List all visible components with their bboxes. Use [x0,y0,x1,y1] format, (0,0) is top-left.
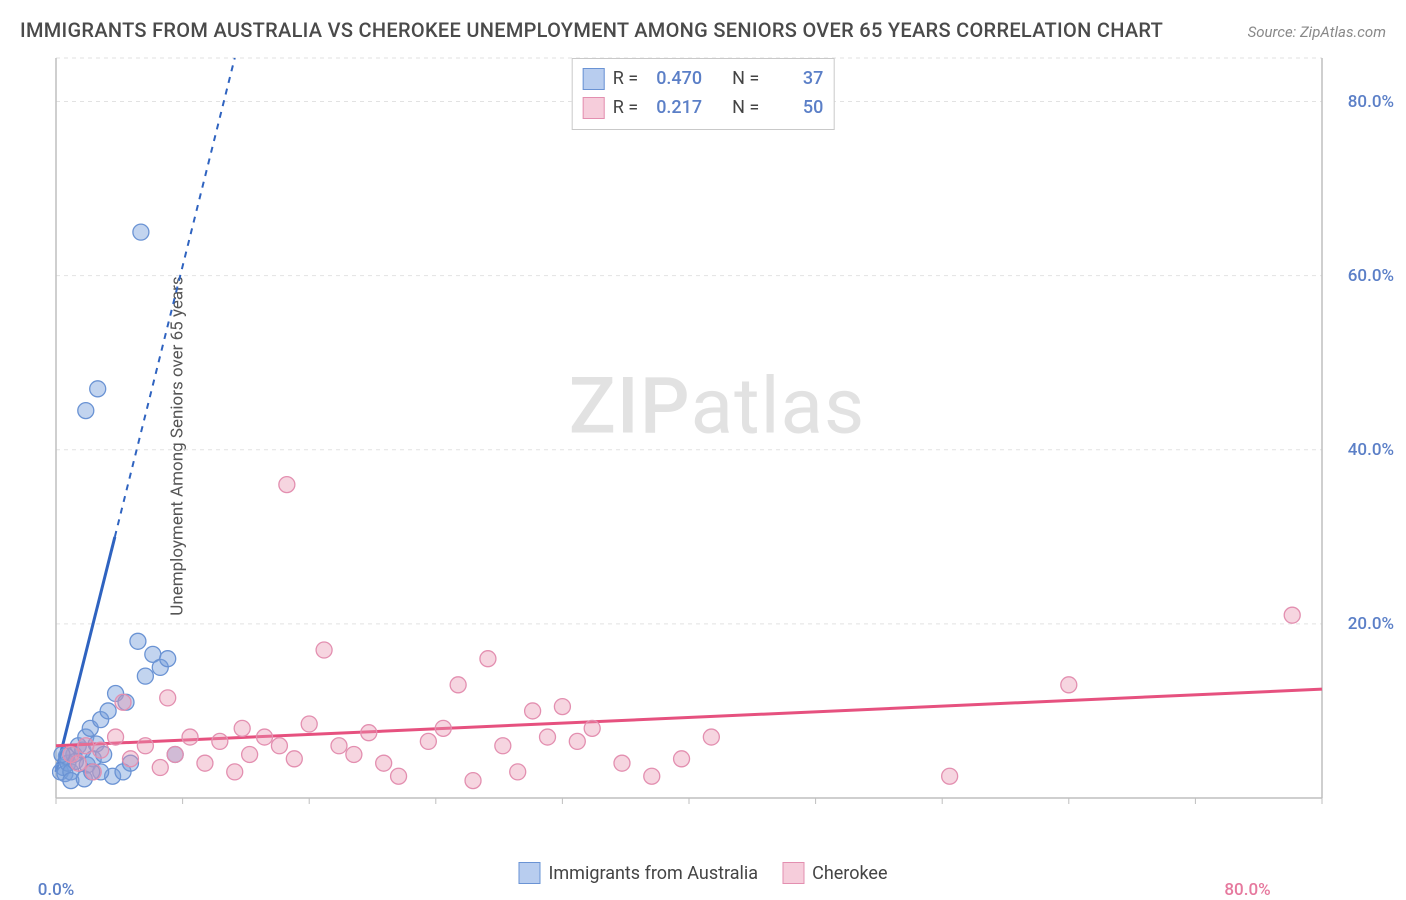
scatter-svg [52,48,1382,828]
x-legend-item: Immigrants from Australia [518,862,758,884]
r-value: 0.217 [646,94,702,123]
x-tick-label: 0.0% [38,880,75,900]
legend-swatch [782,862,804,884]
x-legend-item: Cherokee [782,862,887,884]
n-value: 50 [767,94,823,123]
r-label: R = [613,94,638,123]
x-legend-label: Immigrants from Australia [548,863,758,884]
legend-row: R = 0.217 N = 50 [583,94,824,123]
n-value: 37 [767,65,823,94]
r-value: 0.470 [646,65,702,94]
legend-swatch [583,97,605,119]
r-label: R = [613,65,638,94]
n-label: N = [732,65,759,94]
x-legend-label: Cherokee [812,863,887,884]
legend-swatch [583,68,605,90]
correlation-legend: R = 0.470 N = 37 R = 0.217 N = 50 [572,58,835,130]
n-label: N = [732,94,759,123]
legend-row: R = 0.470 N = 37 [583,65,824,94]
legend-swatch [518,862,540,884]
source-label: Source: ZipAtlas.com [1248,23,1386,41]
plot-area: ZIPatlas [52,48,1382,828]
series-legend: Immigrants from Australia Cherokee [518,862,887,884]
x-tick-label: 80.0% [1224,880,1270,900]
chart-title: IMMIGRANTS FROM AUSTRALIA VS CHEROKEE UN… [20,18,1163,42]
